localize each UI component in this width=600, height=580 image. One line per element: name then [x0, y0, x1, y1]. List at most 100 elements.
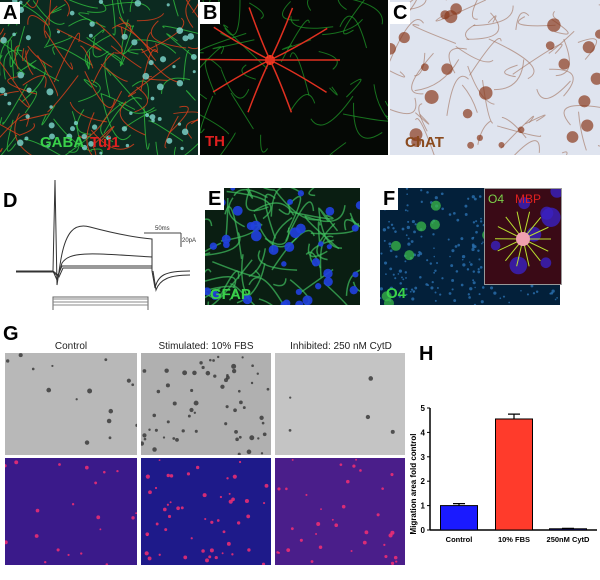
neurite [418, 103, 428, 132]
cell [406, 204, 409, 207]
cell [131, 516, 135, 520]
cell [297, 190, 305, 197]
cell [390, 429, 395, 434]
cell [433, 271, 436, 274]
cell [232, 205, 243, 216]
neurite [412, 24, 457, 44]
cell [350, 549, 353, 552]
cell [478, 258, 481, 261]
neurite [446, 75, 469, 116]
cell [12, 32, 16, 37]
neurite [187, 46, 198, 49]
cell [103, 470, 106, 474]
cell [158, 459, 161, 462]
cell [457, 243, 461, 247]
neurite [220, 69, 250, 99]
neurite [14, 113, 32, 155]
cell [480, 217, 482, 220]
cell [399, 282, 402, 285]
cell [236, 521, 241, 525]
neurite [83, 78, 98, 88]
cell [326, 244, 332, 250]
cell [390, 530, 395, 535]
neurite [0, 28, 5, 35]
cell [541, 207, 561, 227]
cell [205, 370, 211, 376]
cell [472, 281, 476, 285]
cell [395, 560, 398, 563]
cell [467, 293, 470, 296]
cell [180, 146, 184, 151]
cell [412, 291, 415, 293]
panel-label-g: G [0, 323, 22, 345]
neurite [0, 55, 3, 60]
cell [389, 245, 391, 248]
cell [49, 133, 55, 140]
o4-cell [404, 250, 415, 261]
cell [429, 262, 433, 265]
neurite [47, 75, 79, 113]
cell [499, 297, 502, 300]
cell [193, 411, 197, 414]
cell [471, 195, 475, 199]
neurite [223, 24, 268, 70]
cell [284, 242, 295, 252]
neurite [22, 75, 47, 88]
cell [202, 493, 207, 498]
cell [405, 293, 408, 296]
neurite [86, 112, 95, 155]
neurite [464, 24, 476, 41]
stain-label-chat: ChAT [405, 134, 444, 151]
cell [250, 381, 254, 385]
cell [165, 383, 170, 388]
cell [150, 96, 155, 101]
neurite [273, 278, 287, 287]
cell [26, 87, 32, 93]
cell [58, 463, 61, 466]
neurite [48, 0, 52, 26]
neurite [258, 298, 273, 305]
cell [392, 273, 395, 276]
neurite [192, 2, 198, 14]
th-dendrite [213, 26, 271, 61]
neurite [185, 90, 196, 101]
cell [0, 36, 7, 44]
neurite [200, 32, 247, 54]
cell [475, 230, 478, 234]
neurite [205, 290, 212, 298]
panel-label-c: C [390, 2, 411, 24]
cell [556, 297, 558, 299]
neurite [92, 52, 115, 84]
neurite [21, 60, 46, 103]
cell [89, 21, 95, 27]
cell [46, 144, 50, 148]
cell [151, 118, 155, 123]
cell [339, 463, 343, 467]
cell [238, 460, 242, 464]
neurite [524, 114, 546, 125]
cell [532, 292, 536, 295]
neurite [123, 109, 157, 129]
cell [56, 548, 60, 552]
o4-cell [390, 240, 401, 251]
neurite [515, 12, 530, 30]
neurite [343, 0, 365, 35]
cell [447, 238, 450, 241]
cell [460, 237, 464, 241]
cell [193, 400, 199, 406]
cell [419, 252, 423, 256]
cell [166, 137, 173, 144]
neurite [514, 140, 540, 155]
cell [190, 537, 193, 540]
cell [420, 189, 423, 192]
cell [434, 291, 437, 294]
migration-fluorescence-control [5, 458, 137, 565]
cell [320, 508, 322, 511]
neurite [129, 0, 133, 12]
cell [469, 287, 473, 291]
cell [221, 552, 224, 555]
cell [382, 228, 387, 232]
neurite [104, 53, 122, 98]
neurite [548, 30, 575, 54]
cell [262, 432, 267, 437]
